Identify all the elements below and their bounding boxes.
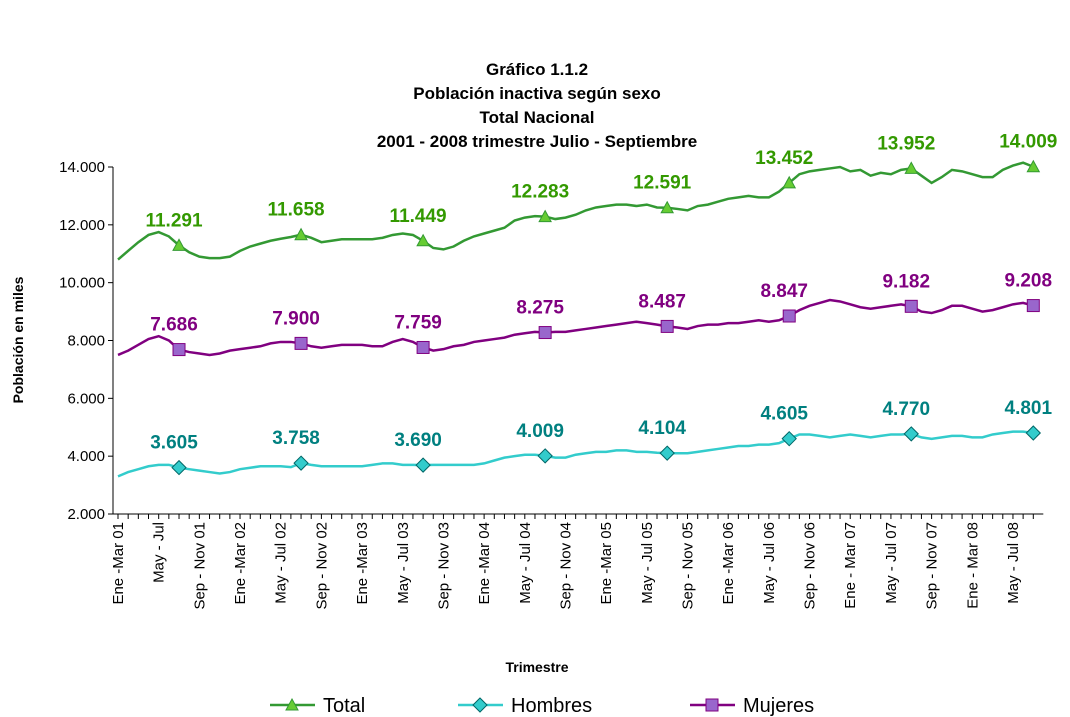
x-tick-label: May - Jul 02 xyxy=(273,522,290,604)
data-label: 7.759 xyxy=(394,312,442,333)
y-axis-title: Población en miles xyxy=(10,276,26,403)
data-label: 9.208 xyxy=(1005,271,1053,292)
marker xyxy=(659,445,675,461)
x-tick-label: Ene -Mar 05 xyxy=(598,522,615,605)
y-tick-label: 10.000 xyxy=(59,275,105,292)
marker xyxy=(415,457,431,473)
marker xyxy=(293,455,309,471)
data-label: 14.009 xyxy=(999,132,1057,153)
y-tick-label: 2.000 xyxy=(67,506,105,523)
marker xyxy=(1026,159,1041,173)
x-tick-label: Sep - Nov 06 xyxy=(802,522,819,610)
data-label: 13.452 xyxy=(755,148,813,169)
x-tick-label: May - Jul xyxy=(151,522,168,583)
data-label: 4.104 xyxy=(638,418,686,439)
y-tick-label: 8.000 xyxy=(67,333,105,350)
data-label: 8.487 xyxy=(638,291,686,312)
data-label: 4.801 xyxy=(1005,398,1053,419)
legend-marker xyxy=(705,698,719,712)
marker xyxy=(660,319,674,333)
x-tick-label: Sep - Nov 05 xyxy=(680,522,697,610)
x-tick-label: Ene -Mar 03 xyxy=(354,522,371,605)
x-tick-label: Sep - Nov 04 xyxy=(557,522,574,610)
marker xyxy=(903,426,919,442)
legend-marker xyxy=(285,697,299,711)
data-label: 9.182 xyxy=(882,271,930,292)
y-tick-label: 12.000 xyxy=(59,217,105,234)
x-tick-label: May - Jul 03 xyxy=(395,522,412,604)
x-tick-label: Ene - Mar 08 xyxy=(964,522,981,609)
x-tick-label: Sep - Nov 02 xyxy=(313,522,330,610)
x-axis-title: Trimestre xyxy=(505,659,568,675)
x-tick-label: Ene -Mar 04 xyxy=(476,522,493,605)
chart-title: Gráfico 1.1.2 xyxy=(486,60,588,79)
data-label: 4.009 xyxy=(516,421,564,442)
marker xyxy=(171,459,187,476)
data-label: 4.770 xyxy=(882,399,930,420)
marker xyxy=(538,326,552,340)
marker xyxy=(172,238,186,251)
marker xyxy=(416,233,430,247)
y-tick-label: 14.000 xyxy=(59,159,105,176)
marker xyxy=(172,343,186,357)
data-label: 13.952 xyxy=(877,133,935,154)
marker xyxy=(537,448,553,464)
chart-title: 2001 - 2008 trimestre Julio - Septiembre xyxy=(377,132,697,151)
data-label: 11.449 xyxy=(390,206,447,227)
data-label: 11.658 xyxy=(268,200,325,221)
series-line xyxy=(117,298,1034,357)
data-label: 11.291 xyxy=(145,210,202,231)
data-label: 4.605 xyxy=(760,404,808,425)
marker xyxy=(294,336,308,350)
series-line xyxy=(117,161,1034,261)
data-label: 3.605 xyxy=(150,433,198,454)
data-label: 8.275 xyxy=(516,298,564,319)
marker xyxy=(1025,425,1042,441)
x-tick-label: May - Jul 07 xyxy=(883,522,900,604)
data-label: 7.900 xyxy=(272,308,320,329)
marker xyxy=(660,200,675,214)
marker xyxy=(294,227,308,241)
x-tick-label: May - Jul 05 xyxy=(639,522,656,604)
legend-label: Mujeres xyxy=(743,695,814,717)
data-label: 3.690 xyxy=(394,430,442,451)
data-label: 8.847 xyxy=(760,281,808,302)
marker xyxy=(538,209,552,223)
x-tick-label: May - Jul 08 xyxy=(1005,522,1022,604)
legend-label: Total xyxy=(323,695,365,717)
x-tick-label: Sep - Nov 03 xyxy=(435,522,452,610)
x-tick-label: May - Jul 06 xyxy=(761,522,778,604)
chart-title: Población inactiva según sexo xyxy=(413,84,661,103)
marker xyxy=(416,340,430,354)
x-tick-label: Ene - Mar 07 xyxy=(842,522,859,609)
x-tick-label: Sep - Nov 07 xyxy=(924,522,941,610)
marker xyxy=(1026,299,1040,313)
y-tick-label: 4.000 xyxy=(67,448,105,465)
marker xyxy=(782,175,797,189)
marker xyxy=(782,309,796,323)
series-line xyxy=(117,430,1034,478)
x-tick-label: Ene -Mar 01 xyxy=(110,522,127,605)
x-tick-label: Sep - Nov 01 xyxy=(191,522,208,610)
marker xyxy=(904,161,919,174)
data-label: 12.283 xyxy=(511,182,569,203)
chart-title: Total Nacional xyxy=(480,108,595,127)
y-tick-label: 6.000 xyxy=(67,390,105,407)
data-label: 7.686 xyxy=(150,315,198,336)
x-tick-label: Ene -Mar 06 xyxy=(720,522,737,605)
data-label: 3.758 xyxy=(272,428,320,449)
data-label: 12.591 xyxy=(633,173,692,194)
x-tick-label: Ene -Mar 02 xyxy=(232,522,249,605)
marker xyxy=(904,299,918,313)
x-tick-label: May - Jul 04 xyxy=(517,522,534,604)
legend-marker xyxy=(472,697,488,713)
marker xyxy=(781,430,797,447)
legend-label: Hombres xyxy=(511,695,592,717)
